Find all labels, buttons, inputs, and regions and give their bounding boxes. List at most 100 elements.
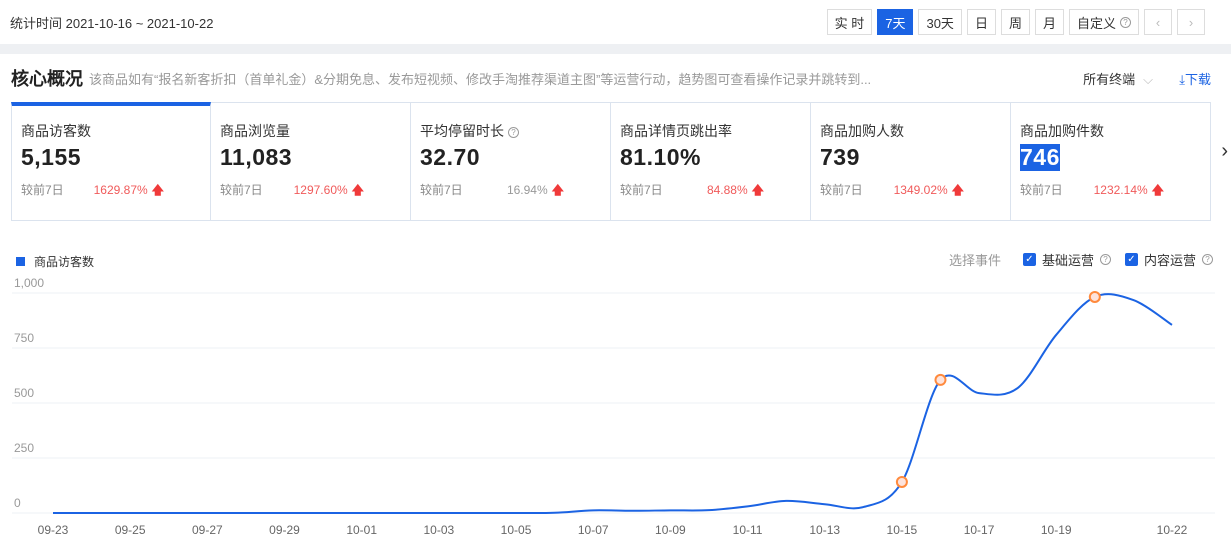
compare-percent: 1349.02% bbox=[893, 183, 948, 197]
divider bbox=[0, 44, 1231, 54]
checkbox-checked-icon[interactable]: ✓ bbox=[1124, 253, 1138, 266]
chart-legend[interactable]: 商品访客数 bbox=[16, 253, 94, 270]
metric-label: 商品详情页跳出率 bbox=[620, 123, 732, 139]
period-button[interactable]: 30天 bbox=[918, 9, 962, 35]
metric-card[interactable]: 商品加购人数 739 较前7日 1349.02% 🡅 bbox=[811, 102, 1011, 221]
metric-label: 商品加购人数 bbox=[820, 123, 904, 139]
x-tick-label: 10-03 bbox=[424, 523, 455, 537]
compare-label: 较前7日 bbox=[1020, 183, 1063, 197]
overview-header: 核心概况 该商品如有“报名新客折扣（首单礼金）&分期免息、发布短视频、修改手淘推… bbox=[0, 54, 1231, 102]
chevron-left-icon[interactable]: ‹ bbox=[1144, 9, 1172, 35]
x-tick-label: 09-27 bbox=[192, 523, 223, 537]
compare-label: 较前7日 bbox=[820, 183, 863, 197]
period-button[interactable]: 7天 bbox=[877, 9, 914, 35]
metric-card[interactable]: 商品加购件数 746 较前7日 1232.14% 🡅 bbox=[1011, 102, 1211, 221]
chevron-right-icon[interactable]: › bbox=[1177, 9, 1205, 35]
arrow-up-icon: 🡅 bbox=[1151, 183, 1164, 197]
stat-period: 统计时间 2021-10-16 ~ 2021-10-22 bbox=[10, 15, 214, 31]
metric-card[interactable]: 商品浏览量 11,083 较前7日 1297.60% 🡅 bbox=[211, 102, 411, 221]
event-marker[interactable] bbox=[1088, 290, 1101, 303]
period-buttons: 实 时 7天 30天日周月自定义? ‹ › bbox=[826, 9, 1205, 35]
x-tick-label: 09-23 bbox=[38, 523, 69, 537]
metric-value: 739 bbox=[820, 144, 860, 170]
section-description: 该商品如有“报名新客折扣（首单礼金）&分期免息、发布短视频、修改手淘推荐渠道主图… bbox=[89, 71, 872, 87]
x-tick-label: 09-29 bbox=[269, 523, 300, 537]
series-line bbox=[53, 293, 1173, 515]
help-icon: ? bbox=[1202, 254, 1213, 265]
period-button[interactable]: 实 时 bbox=[826, 9, 873, 35]
help-icon[interactable]: ? bbox=[508, 127, 519, 138]
y-tick-label: 1,000 bbox=[14, 276, 44, 290]
x-tick-label: 10-07 bbox=[578, 523, 609, 537]
event-option-label: 基础运营 bbox=[1041, 253, 1094, 268]
metric-value: 746 bbox=[1020, 144, 1060, 171]
download-button[interactable]: ⤓下载 bbox=[1179, 69, 1211, 88]
custom-label: 自定义 bbox=[1076, 15, 1116, 31]
metric-label: 商品浏览量 bbox=[220, 123, 290, 139]
x-tick-label: 09-25 bbox=[115, 523, 146, 537]
chevron-right-icon[interactable]: › bbox=[1221, 140, 1228, 162]
y-tick-label: 750 bbox=[14, 331, 34, 345]
period-button[interactable]: 月 bbox=[1034, 9, 1064, 35]
metric-label: 商品访客数 bbox=[21, 123, 91, 139]
x-tick-label: 10-22 bbox=[1157, 523, 1188, 537]
arrow-up-icon: 🡅 bbox=[351, 183, 364, 197]
legend-label: 商品访客数 bbox=[34, 255, 95, 269]
x-tick-label: 10-01 bbox=[346, 523, 377, 537]
arrow-up-icon: 🡅 bbox=[151, 183, 164, 197]
section-title: 核心概况 bbox=[11, 69, 83, 89]
period-button[interactable]: 日 bbox=[966, 9, 996, 35]
event-option-label: 内容运营 bbox=[1143, 253, 1196, 268]
metric-value: 81.10% bbox=[620, 144, 702, 170]
metric-label: 平均停留时长 bbox=[420, 123, 504, 139]
compare-percent: 1629.87% bbox=[93, 183, 148, 197]
compare-label: 较前7日 bbox=[420, 183, 463, 197]
metric-card[interactable]: 商品详情页跳出率 81.10% 较前7日 84.88% 🡅 bbox=[611, 102, 811, 221]
compare-percent: 16.94% bbox=[506, 183, 548, 197]
event-marker[interactable] bbox=[934, 373, 947, 386]
download-label: 下载 bbox=[1184, 71, 1211, 87]
terminal-select[interactable]: 所有终端 ⌵ bbox=[1083, 69, 1153, 88]
y-tick-label: 500 bbox=[14, 386, 34, 400]
arrow-up-icon: 🡅 bbox=[951, 183, 964, 197]
top-bar: 统计时间 2021-10-16 ~ 2021-10-22 实 时 7天 30天日周月… bbox=[0, 0, 1231, 44]
x-tick-label: 10-17 bbox=[964, 523, 995, 537]
trend-chart: 0 250 500 750 1,000 09-23 09-25 09-27 09-29 10-01… bbox=[12, 276, 1215, 537]
metric-label: 商品加购件数 bbox=[1020, 123, 1104, 139]
x-tick-label: 10-13 bbox=[809, 523, 840, 537]
x-tick-label: 10-19 bbox=[1041, 523, 1072, 537]
period-button[interactable]: 自定义? bbox=[1068, 9, 1139, 35]
period-button[interactable]: 周 bbox=[1000, 9, 1030, 35]
event-filter-label: 选择事件 bbox=[948, 253, 1001, 268]
arrow-up-icon: 🡅 bbox=[551, 183, 564, 197]
compare-percent: 1297.60% bbox=[293, 183, 348, 197]
event-checkbox[interactable]: ✓ 基础运营? bbox=[1015, 250, 1111, 269]
event-marker[interactable] bbox=[895, 475, 908, 488]
x-tick-label: 10-09 bbox=[655, 523, 686, 537]
compare-percent: 1232.14% bbox=[1093, 183, 1148, 197]
metric-value: 5,155 bbox=[21, 144, 82, 170]
help-icon: ? bbox=[1099, 254, 1111, 265]
chevron-down-icon: ⌵ bbox=[1143, 71, 1153, 87]
compare-percent: 84.88% bbox=[706, 183, 748, 197]
x-tick-label: 10-15 bbox=[887, 523, 918, 537]
terminal-label: 所有终端 bbox=[1083, 71, 1136, 87]
compare-label: 较前7日 bbox=[220, 183, 263, 197]
x-tick-label: 10-11 bbox=[733, 523, 763, 537]
y-tick-label: 0 bbox=[14, 496, 21, 510]
metric-cards: 商品访客数 5,155 较前7日 1629.87% 🡅 商品浏览量 11,083 较前… bbox=[11, 102, 1228, 221]
arrow-up-icon: 🡅 bbox=[751, 183, 764, 197]
metric-card[interactable]: 商品访客数 5,155 较前7日 1629.87% 🡅 bbox=[11, 102, 211, 221]
compare-label: 较前7日 bbox=[21, 183, 64, 197]
legend-swatch bbox=[16, 257, 25, 266]
metric-value: 11,083 bbox=[220, 144, 293, 170]
event-filter: 选择事件 ✓ 基础运营? ✓ 内容运营? bbox=[949, 250, 1213, 269]
y-tick-label: 250 bbox=[14, 441, 34, 455]
checkbox-checked-icon[interactable]: ✓ bbox=[1022, 253, 1036, 266]
x-tick-label: 10-05 bbox=[501, 523, 532, 537]
metric-value: 32.70 bbox=[420, 144, 481, 170]
compare-label: 较前7日 bbox=[620, 183, 663, 197]
metric-card[interactable]: 平均停留时长? 32.70 较前7日 16.94% 🡅 bbox=[411, 102, 611, 221]
event-checkbox[interactable]: ✓ 内容运营? bbox=[1117, 250, 1213, 269]
download-icon: ⤓ bbox=[1179, 71, 1185, 87]
